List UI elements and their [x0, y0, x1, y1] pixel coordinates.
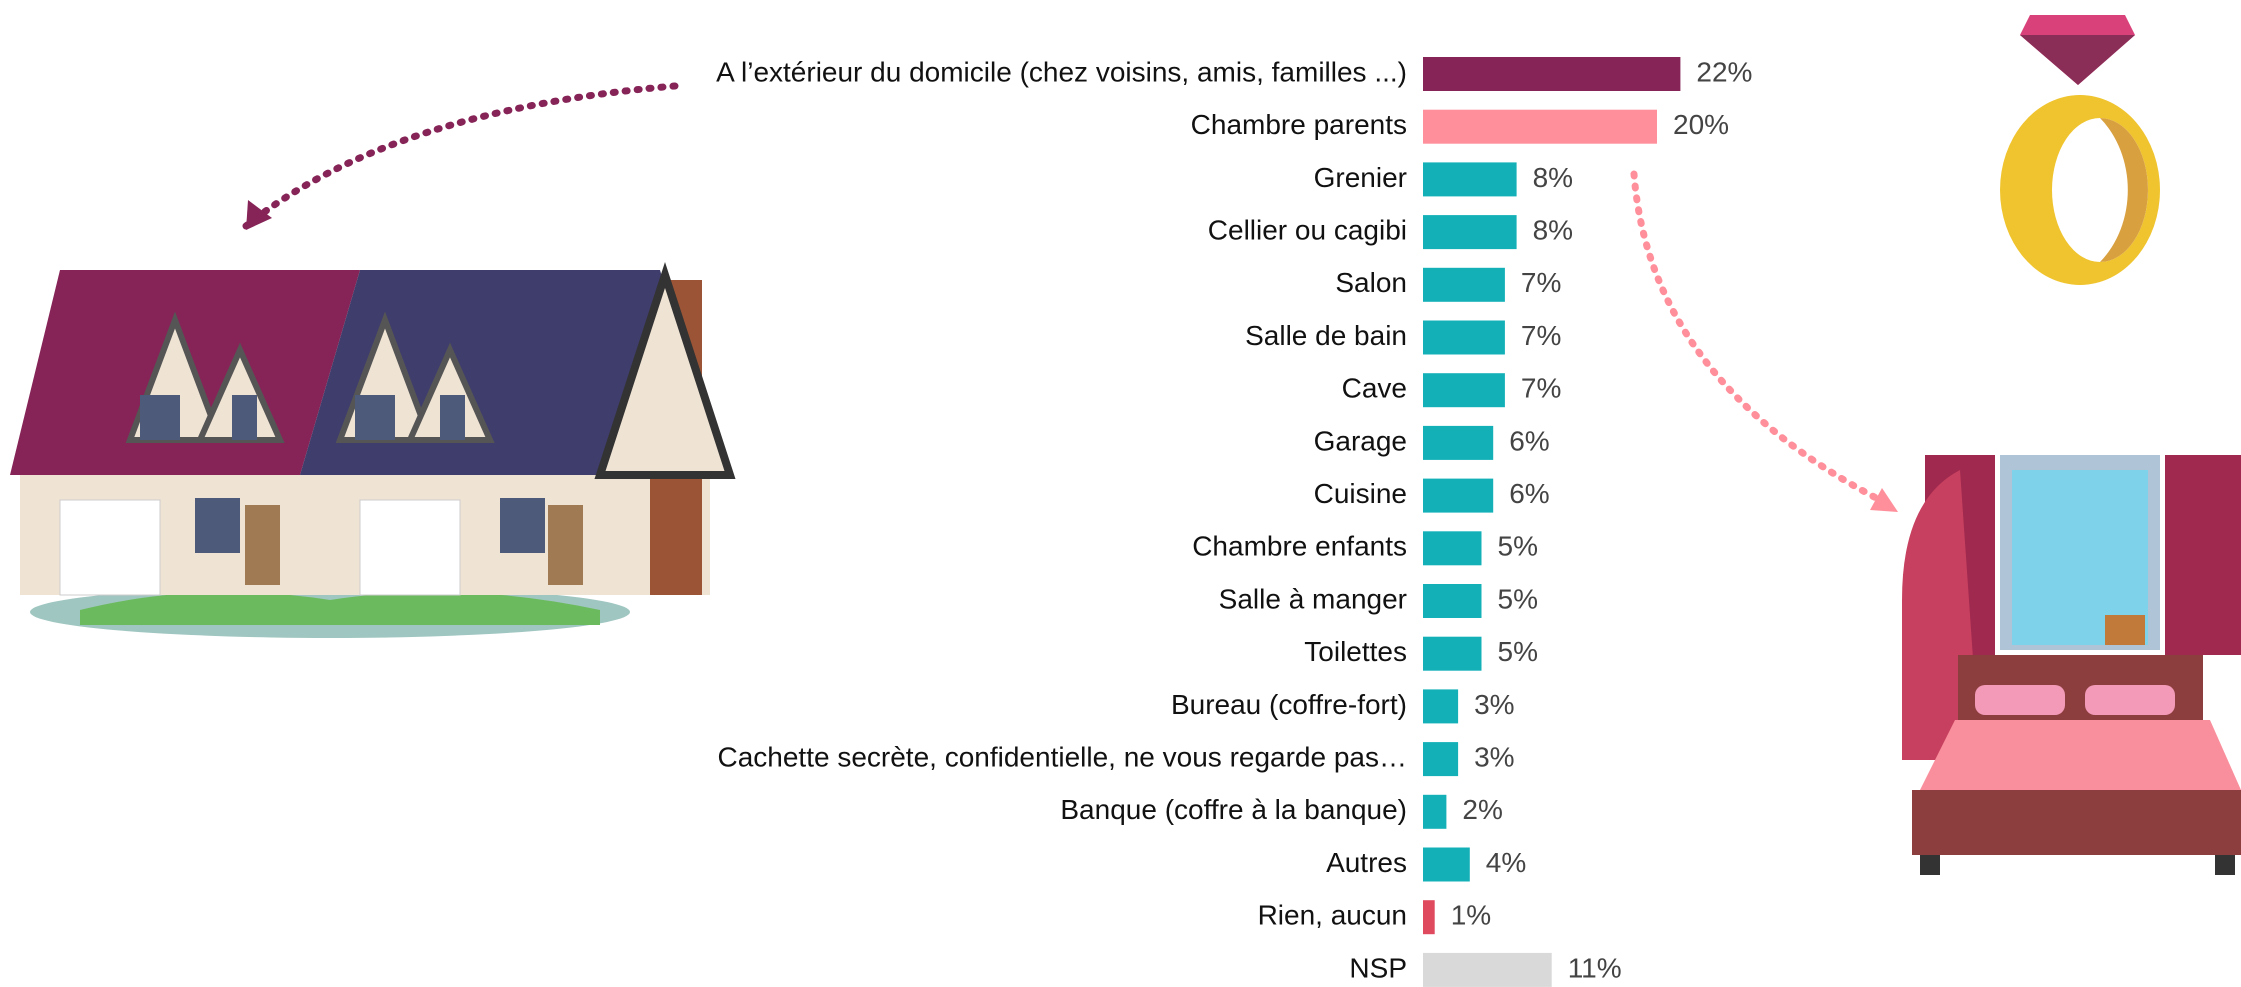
category-label: Cave: [1342, 373, 1407, 404]
bar: [1423, 57, 1681, 91]
value-label: 7%: [1521, 320, 1561, 351]
category-label: Chambre parents: [1191, 109, 1407, 140]
category-label: NSP: [1349, 952, 1407, 983]
category-label: Autres: [1326, 847, 1407, 878]
value-label: 22%: [1696, 56, 1752, 87]
category-label: A l’extérieur du domicile (chez voisins,…: [716, 56, 1407, 87]
category-label: Chambre enfants: [1192, 531, 1407, 562]
category-label: Rien, aucun: [1258, 900, 1407, 931]
bar: [1423, 531, 1482, 566]
bar: [1423, 215, 1517, 250]
category-label: Salle de bain: [1245, 320, 1407, 351]
category-label: Bureau (coffre-fort): [1171, 689, 1407, 720]
value-label: 4%: [1486, 847, 1526, 878]
bar: [1423, 952, 1552, 987]
value-label: 1%: [1451, 900, 1491, 931]
value-label: 6%: [1509, 478, 1549, 509]
bar: [1423, 373, 1505, 408]
value-label: 3%: [1474, 741, 1514, 772]
value-label: 3%: [1474, 689, 1514, 720]
category-label: Garage: [1314, 425, 1407, 456]
category-label: Cuisine: [1314, 478, 1407, 509]
bedroom-illustration: [1902, 455, 2241, 875]
value-label: 5%: [1498, 531, 1538, 562]
category-label: Salle à manger: [1219, 583, 1407, 614]
value-label: 7%: [1521, 267, 1561, 298]
value-label: 20%: [1673, 109, 1729, 140]
bar: [1423, 900, 1435, 935]
bar: [1423, 320, 1505, 355]
value-label: 11%: [1568, 952, 1622, 983]
category-label: Cellier ou cagibi: [1208, 214, 1407, 245]
value-label: 2%: [1462, 794, 1502, 825]
arrow-head: [246, 200, 272, 230]
bar: [1423, 794, 1447, 829]
arrow-head: [1870, 488, 1898, 512]
bar: [1423, 162, 1517, 197]
bar: [1423, 584, 1482, 618]
bar: [1423, 636, 1482, 671]
value-label: 6%: [1509, 425, 1549, 456]
category-label: Cachette secrète, confidentielle, ne vou…: [717, 741, 1407, 772]
ring-illustration: [2000, 15, 2160, 285]
category-label: Banque (coffre à la banque): [1060, 794, 1407, 825]
value-label: 5%: [1498, 583, 1538, 614]
bar: [1423, 109, 1657, 144]
bar: [1423, 847, 1470, 882]
value-label: 7%: [1521, 373, 1561, 404]
value-label: 8%: [1533, 214, 1573, 245]
bar: [1423, 478, 1494, 513]
bar: [1423, 689, 1459, 724]
category-label: Salon: [1335, 267, 1407, 298]
bar: [1423, 425, 1494, 460]
value-label: 5%: [1498, 636, 1538, 667]
category-label: Grenier: [1314, 162, 1407, 193]
bar: [1423, 267, 1505, 302]
category-label: Toilettes: [1304, 636, 1407, 667]
bar: [1423, 742, 1459, 777]
value-label: 8%: [1533, 162, 1573, 193]
arrow: [242, 82, 679, 230]
house-illustration: [10, 262, 736, 638]
arrow: [1630, 170, 1884, 504]
